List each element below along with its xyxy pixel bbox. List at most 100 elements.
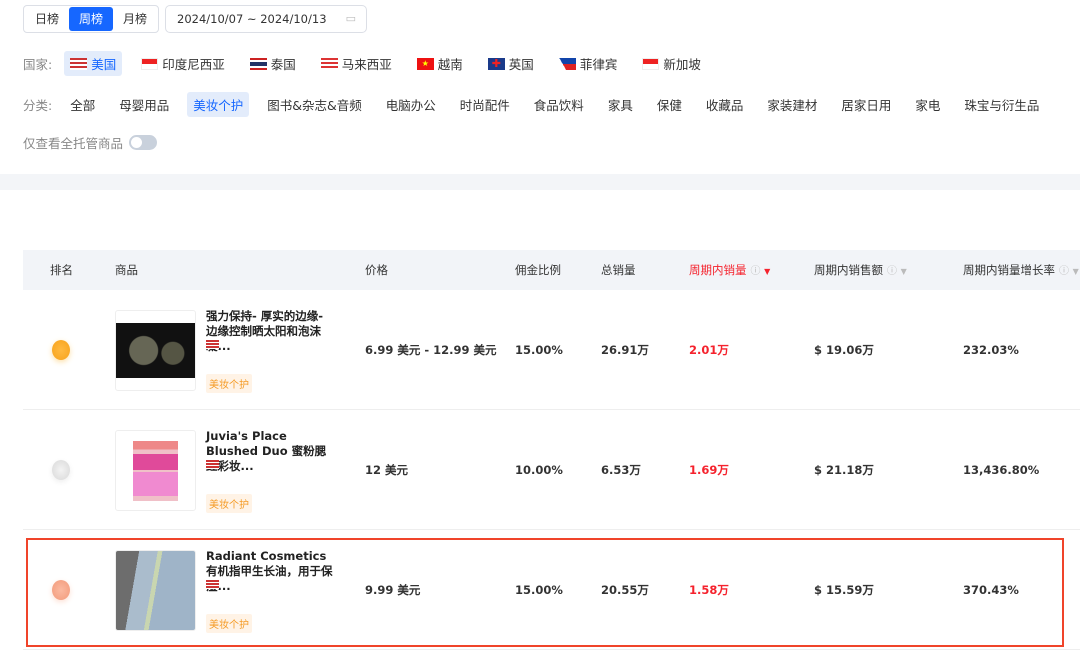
silver-medal-icon bbox=[52, 460, 70, 480]
col-label: 周期内销售额 bbox=[814, 263, 883, 277]
category-tag: 美妆个护 bbox=[206, 374, 252, 393]
country-name: 英国 bbox=[508, 57, 534, 72]
category-item[interactable]: 家电 bbox=[915, 98, 941, 113]
col-product: 商品 bbox=[115, 263, 138, 277]
thailand-flag-icon bbox=[249, 57, 267, 70]
filter-panel: 日榜 周榜 月榜 2024/10/07 ~ 2024/10/13 ▭ 国家: 美国… bbox=[0, 0, 1080, 174]
managed-toggle[interactable] bbox=[129, 135, 158, 150]
sort-icon[interactable]: ▼ bbox=[1072, 267, 1079, 276]
total-sales: 20.55万 bbox=[601, 583, 649, 597]
col-commission: 佣金比例 bbox=[515, 263, 561, 277]
country-name: 印度尼西亚 bbox=[162, 57, 225, 72]
commission: 15.00% bbox=[515, 583, 563, 597]
total-sales: 26.91万 bbox=[601, 343, 649, 357]
product-image[interactable] bbox=[115, 550, 196, 631]
country-sg[interactable]: 新加坡 bbox=[636, 51, 707, 76]
period-revenue: $ 21.18万 bbox=[814, 463, 874, 477]
highlight-box bbox=[26, 538, 1064, 647]
country-name: 菲律宾 bbox=[579, 57, 618, 72]
us-flag-icon bbox=[70, 57, 88, 70]
date-range-picker[interactable]: 2024/10/07 ~ 2024/10/13 ▭ bbox=[165, 5, 367, 33]
country-th[interactable]: 泰国 bbox=[244, 51, 302, 76]
commission: 15.00% bbox=[515, 343, 563, 357]
table-row[interactable]: 强力保持- 厚实的边缘- 边缘控制晒太阳和泡沫凝... 美妆个护 6.99 美元… bbox=[23, 290, 1080, 410]
category-item[interactable]: 珠宝与衍生品 bbox=[964, 98, 1040, 113]
period-revenue: $ 19.06万 bbox=[814, 343, 874, 357]
growth-rate: 232.03% bbox=[963, 343, 1019, 357]
country-us[interactable]: 美国 bbox=[64, 51, 123, 76]
col-label: 周期内销量 bbox=[689, 263, 747, 277]
category-item[interactable]: 收藏品 bbox=[705, 98, 744, 113]
tab-daily[interactable]: 日榜 bbox=[35, 12, 60, 26]
indonesia-flag-icon bbox=[141, 57, 159, 70]
category-filter: 分类: 全部 母婴用品 美妆个护 图书&杂志&音频 电脑办公 时尚配件 食品饮料… bbox=[23, 92, 1057, 117]
sort-desc-icon[interactable]: ▼ bbox=[764, 267, 771, 276]
col-period-revenue[interactable]: 周期内销售额 ⓘ ▼ bbox=[814, 250, 907, 292]
calendar-icon: ▭ bbox=[345, 12, 356, 25]
category-item[interactable]: 居家日用 bbox=[841, 98, 892, 113]
info-icon[interactable]: ⓘ bbox=[887, 266, 897, 277]
gold-medal-icon bbox=[52, 340, 70, 360]
col-rank: 排名 bbox=[50, 263, 73, 277]
commission: 10.00% bbox=[515, 463, 563, 477]
col-period-sales[interactable]: 周期内销量 ⓘ ▼ bbox=[689, 250, 770, 292]
category-item-active[interactable]: 美妆个护 bbox=[187, 92, 250, 117]
country-uk[interactable]: ✚ 英国 bbox=[482, 51, 540, 76]
tab-weekly[interactable]: 周榜 bbox=[69, 7, 114, 31]
singapore-flag-icon bbox=[642, 57, 660, 70]
us-flag-icon bbox=[206, 580, 219, 589]
period-sales: 1.58万 bbox=[689, 583, 729, 597]
product-image[interactable] bbox=[115, 430, 196, 511]
period-tabs: 日榜 周榜 月榜 bbox=[23, 5, 160, 33]
country-name: 马来西亚 bbox=[341, 57, 392, 72]
date-range-value: 2024/10/07 ~ 2024/10/13 bbox=[177, 12, 327, 26]
us-flag-icon bbox=[206, 460, 219, 469]
category-item[interactable]: 保健 bbox=[656, 98, 682, 113]
country-my[interactable]: 马来西亚 bbox=[315, 51, 398, 76]
toggle-label: 仅查看全托管商品 bbox=[23, 136, 124, 151]
tab-monthly[interactable]: 月榜 bbox=[123, 12, 148, 26]
col-price: 价格 bbox=[365, 263, 388, 277]
product-name[interactable]: Juvia's Place Blushed Duo 蜜粉腮红彩妆... bbox=[206, 429, 327, 473]
period-sales: 1.69万 bbox=[689, 463, 729, 477]
total-sales: 6.53万 bbox=[601, 463, 641, 477]
bronze-medal-icon bbox=[52, 580, 70, 600]
category-item[interactable]: 家装建材 bbox=[767, 98, 818, 113]
category-label: 分类: bbox=[23, 98, 53, 113]
col-growth[interactable]: 周期内销量增长率 ⓘ ▼ bbox=[963, 250, 1079, 292]
product-image[interactable] bbox=[115, 310, 196, 391]
category-item[interactable]: 电脑办公 bbox=[385, 98, 436, 113]
country-name: 美国 bbox=[91, 57, 117, 72]
category-item[interactable]: 母婴用品 bbox=[119, 98, 170, 113]
table-row[interactable]: Radiant Cosmetics有机指甲生长油，用于保湿... 美妆个护 9.… bbox=[23, 530, 1080, 650]
category-item[interactable]: 食品饮料 bbox=[533, 98, 584, 113]
info-icon[interactable]: ⓘ bbox=[750, 266, 761, 277]
category-item[interactable]: 家具 bbox=[607, 98, 633, 113]
price: 9.99 美元 bbox=[365, 583, 421, 597]
country-id[interactable]: 印度尼西亚 bbox=[135, 51, 231, 76]
country-vn[interactable]: ★ 越南 bbox=[411, 51, 469, 76]
us-flag-icon bbox=[206, 340, 219, 349]
country-name: 越南 bbox=[437, 57, 463, 72]
price: 12 美元 bbox=[365, 463, 409, 477]
country-name: 泰国 bbox=[270, 57, 296, 72]
growth-rate: 13,436.80% bbox=[963, 463, 1040, 477]
country-ph[interactable]: 菲律宾 bbox=[553, 51, 624, 76]
product-name[interactable]: 强力保持- 厚实的边缘- 边缘控制晒太阳和泡沫凝... bbox=[206, 309, 324, 353]
country-name: 新加坡 bbox=[663, 57, 701, 72]
malaysia-flag-icon bbox=[320, 57, 338, 70]
sort-icon[interactable]: ▼ bbox=[900, 267, 907, 276]
category-item[interactable]: 全部 bbox=[70, 98, 96, 113]
category-item[interactable]: 图书&杂志&音频 bbox=[267, 98, 362, 113]
info-icon[interactable]: ⓘ bbox=[1059, 266, 1069, 277]
category-tag: 美妆个护 bbox=[206, 494, 252, 513]
category-tag: 美妆个护 bbox=[206, 614, 252, 633]
vietnam-flag-icon: ★ bbox=[416, 57, 434, 70]
uk-flag-icon: ✚ bbox=[487, 57, 505, 70]
category-item[interactable]: 时尚配件 bbox=[459, 98, 510, 113]
col-total-sales: 总销量 bbox=[601, 263, 636, 277]
price: 6.99 美元 - 12.99 美元 bbox=[365, 343, 497, 357]
country-filter: 国家: 美国 印度尼西亚 泰国 马来西亚 ★ 越南 ✚ 英国 菲律宾 新加坡 bbox=[23, 51, 720, 76]
philippines-flag-icon bbox=[558, 57, 576, 70]
table-row[interactable]: Juvia's Place Blushed Duo 蜜粉腮红彩妆... 美妆个护… bbox=[23, 410, 1080, 530]
